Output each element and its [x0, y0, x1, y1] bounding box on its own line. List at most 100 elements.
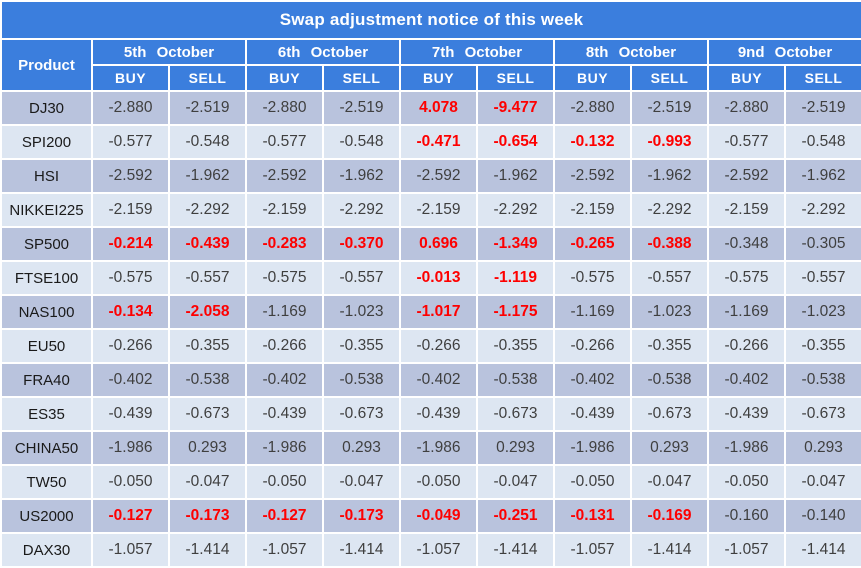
- table-row: CHINA50 -1.986 0.293 -1.986 0.293 -1.986 0.293…: [0, 430, 861, 466]
- swap-value-cell: -0.050: [91, 464, 170, 500]
- table-row: DJ30 -2.880 -2.519 -2.880 -2.519 4.078 -9.477-…: [0, 90, 861, 126]
- product-name: SPI200: [0, 124, 93, 160]
- swap-value-cell: -0.173: [168, 498, 247, 534]
- swap-value-cell: -0.266: [245, 328, 324, 364]
- swap-value-cell: -0.266: [707, 328, 786, 364]
- product-name: FTSE100: [0, 260, 93, 296]
- swap-value-cell: -0.402: [399, 362, 478, 398]
- swap-value-cell: -0.355: [630, 328, 709, 364]
- swap-value-cell: -1.414: [630, 532, 709, 568]
- swap-value-cell: -0.557: [168, 260, 247, 296]
- date-header-5: 9nd October: [706, 38, 861, 66]
- swap-value-cell: -2.880: [707, 90, 786, 126]
- swap-value-cell: -2.592: [707, 158, 786, 194]
- table-row: ES35 -0.439 -0.673 -0.439 -0.673 -0.439 -0.673…: [0, 396, 861, 432]
- swap-value-cell: -0.402: [91, 362, 170, 398]
- swap-value-cell: -0.577: [91, 124, 170, 160]
- product-column-header: Product: [0, 38, 93, 92]
- table-row: TW50 -0.050 -0.047 -0.050 -0.047 -0.050 -0.047…: [0, 464, 861, 500]
- swap-value-cell: -0.127: [245, 498, 324, 534]
- product-name: NIKKEI225: [0, 192, 93, 228]
- swap-value-cell: -0.050: [245, 464, 324, 500]
- buy-header-4: BUY: [553, 64, 632, 92]
- swap-value-cell: -2.159: [399, 192, 478, 228]
- swap-value-cell: -0.654: [476, 124, 555, 160]
- buy-header-5: BUY: [707, 64, 786, 92]
- swap-value-cell: -9.477: [476, 90, 555, 126]
- swap-value-cell: -0.471: [399, 124, 478, 160]
- swap-value-cell: -1.986: [553, 430, 632, 466]
- swap-value-cell: -1.986: [707, 430, 786, 466]
- swap-value-cell: -0.265: [553, 226, 632, 262]
- swap-value-cell: -0.370: [322, 226, 401, 262]
- swap-value-cell: -0.266: [553, 328, 632, 364]
- swap-value-cell: -2.592: [553, 158, 632, 194]
- swap-value-cell: -1.119: [476, 260, 555, 296]
- swap-value-cell: -1.962: [783, 158, 861, 194]
- swap-value-cell: -0.047: [476, 464, 555, 500]
- swap-value-cell: -0.557: [630, 260, 709, 296]
- table-title: Swap adjustment notice of this week: [0, 0, 861, 40]
- swap-value-cell: -1.017: [399, 294, 478, 330]
- swap-value-cell: -0.047: [783, 464, 861, 500]
- swap-value-cell: -1.169: [553, 294, 632, 330]
- swap-value-cell: -0.283: [245, 226, 324, 262]
- swap-value-cell: -0.538: [168, 362, 247, 398]
- swap-value-cell: -2.519: [168, 90, 247, 126]
- swap-value-cell: -1.057: [399, 532, 478, 568]
- swap-value-cell: -0.673: [168, 396, 247, 432]
- swap-value-cell: -1.962: [322, 158, 401, 194]
- product-name: DJ30: [0, 90, 93, 126]
- swap-value-cell: -1.349: [476, 226, 555, 262]
- swap-value-cell: -0.993: [630, 124, 709, 160]
- swap-value-cell: -2.159: [553, 192, 632, 228]
- swap-value-cell: -2.519: [783, 90, 861, 126]
- swap-value-cell: -0.049: [399, 498, 478, 534]
- swap-value-cell: -2.292: [322, 192, 401, 228]
- swap-value-cell: -0.439: [245, 396, 324, 432]
- swap-value-cell: -1.175: [476, 294, 555, 330]
- swap-value-cell: -1.057: [245, 532, 324, 568]
- product-name: NAS100: [0, 294, 93, 330]
- swap-value-cell: -1.023: [630, 294, 709, 330]
- swap-value-cell: -2.519: [630, 90, 709, 126]
- swap-value-cell: -0.355: [476, 328, 555, 364]
- swap-value-cell: -0.575: [707, 260, 786, 296]
- table-row: EU50 -0.266 -0.355 -0.266 -0.355 -0.266 -0.355…: [0, 328, 861, 364]
- swap-value-cell: -0.538: [322, 362, 401, 398]
- swap-value-cell: -0.355: [322, 328, 401, 364]
- swap-value-cell: -0.673: [783, 396, 861, 432]
- table-row: US2000 -0.127 -0.173 -0.127 -0.173 -0.049 -0.2…: [0, 498, 861, 534]
- swap-value-cell: -2.880: [245, 90, 324, 126]
- swap-value-cell: -0.050: [553, 464, 632, 500]
- swap-value-cell: -0.388: [630, 226, 709, 262]
- swap-value-cell: -1.414: [783, 532, 861, 568]
- swap-value-cell: -2.880: [91, 90, 170, 126]
- swap-value-cell: -0.214: [91, 226, 170, 262]
- sell-header-3: SELL: [476, 64, 555, 92]
- date-header-row: Product 5th October 6th October 7th Octobe…: [0, 38, 861, 92]
- swap-value-cell: 0.293: [168, 430, 247, 466]
- swap-value-cell: -1.057: [553, 532, 632, 568]
- sell-header-2: SELL: [322, 64, 401, 92]
- buy-header-1: BUY: [91, 64, 170, 92]
- swap-value-cell: -0.538: [476, 362, 555, 398]
- product-name: DAX30: [0, 532, 93, 568]
- swap-value-cell: -0.132: [553, 124, 632, 160]
- swap-value-cell: -1.986: [91, 430, 170, 466]
- swap-value-cell: -1.962: [168, 158, 247, 194]
- swap-value-cell: -0.050: [399, 464, 478, 500]
- swap-value-cell: -1.023: [783, 294, 861, 330]
- table-row: FRA40 -0.402 -0.538 -0.402 -0.538 -0.402 -0.53…: [0, 362, 861, 398]
- swap-value-cell: -1.986: [399, 430, 478, 466]
- swap-value-cell: -0.173: [322, 498, 401, 534]
- swap-value-cell: -0.402: [245, 362, 324, 398]
- swap-value-cell: 0.696: [399, 226, 478, 262]
- swap-value-cell: -1.414: [476, 532, 555, 568]
- swap-value-cell: -0.140: [783, 498, 861, 534]
- swap-value-cell: -2.058: [168, 294, 247, 330]
- table-row: SPI200 -0.577 -0.548 -0.577 -0.548 -0.471 -0.6…: [0, 124, 861, 160]
- table-row: FTSE100 -0.575 -0.557 -0.575 -0.557 -0.013 -1.…: [0, 260, 861, 296]
- swap-value-cell: -0.047: [630, 464, 709, 500]
